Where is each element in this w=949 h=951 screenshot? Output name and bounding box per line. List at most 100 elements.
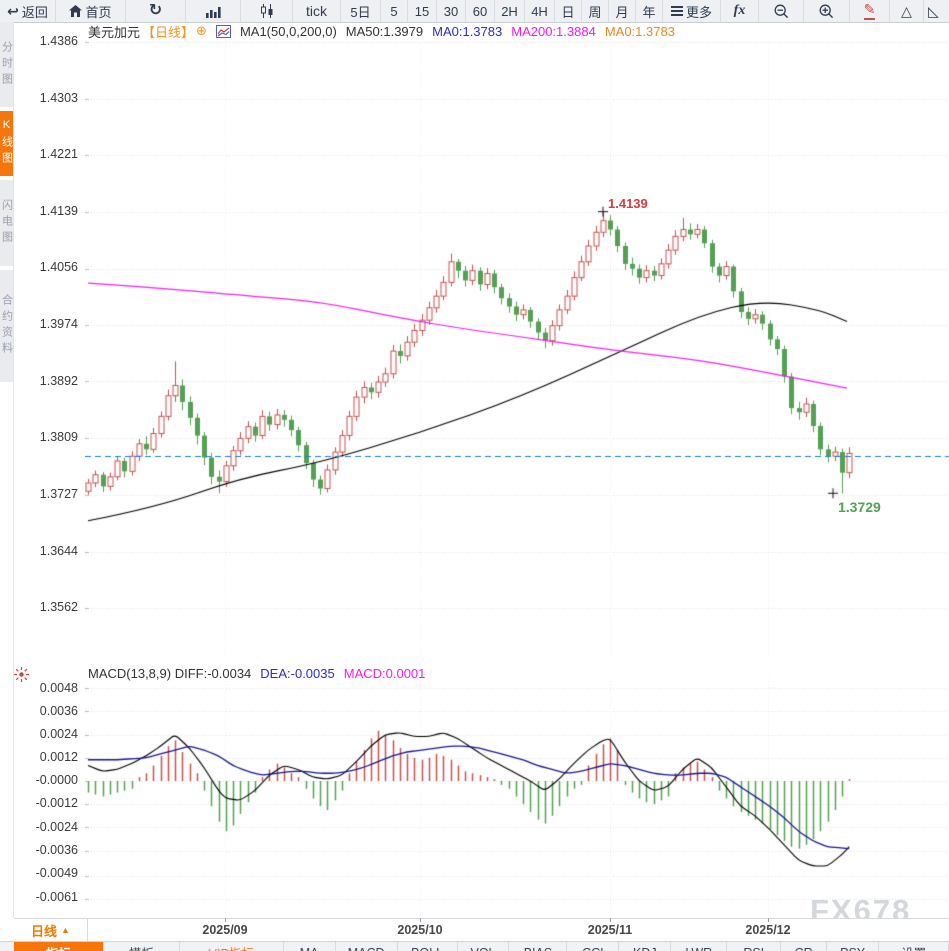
symbol-name: 美元加元 [88,24,141,40]
interval-week-button[interactable]: 周 [582,0,609,22]
tab-macd[interactable]: MACD [336,942,398,951]
price-tick: 1.3974 [39,317,78,331]
tab-indicator[interactable]: 指标 [13,942,104,951]
dea-value: DEA:-0.0035 [260,665,335,681]
interval-day-button[interactable]: 日 [555,0,582,22]
macd-indicator-chart[interactable] [85,678,949,918]
area-chart-button[interactable] [186,0,241,22]
tab-template[interactable]: 模板 [104,942,180,951]
interval-5d-button[interactable]: 5日 [341,0,381,22]
fx-indicator-button[interactable]: fx [721,0,759,22]
triangle-icon: △ [901,3,912,19]
candlestick-icon [260,4,274,18]
price-tick: 1.3562 [39,600,78,614]
interval-tick-button[interactable]: tick [293,0,341,22]
macd-tick: -0.0049 [35,866,78,880]
left-chart-type-tabs: 分时图 K线图 闪电图 合约资料 [0,22,14,918]
tab-cci[interactable]: CCI [567,942,620,951]
macd-tick: 0.0024 [39,727,78,741]
interval-4h-button[interactable]: 4H [525,0,555,22]
toolbar: ↩ 返回 首页 ↻ tick 5日 5 15 3 [0,0,949,23]
indicator-settings-icon[interactable] [13,666,30,683]
interval-15m-button[interactable]: 15 [408,0,437,22]
macd-value: MACD:0.0001 [343,665,426,681]
refresh-icon: ↻ [148,2,163,19]
price-tick: 1.4221 [39,147,78,161]
add-compare-icon[interactable]: ⊕ [196,23,207,38]
back-button[interactable]: ↩ 返回 [0,0,56,22]
macd-tick: 0.0048 [39,681,78,695]
price-tick: 1.3809 [39,430,78,444]
pencil-icon: ✎ [863,1,876,20]
date-label: 2025/11 [587,923,633,937]
bar-chart-icon [205,5,221,18]
interval-60m-button[interactable]: 60 [466,0,495,22]
draw-button[interactable]: ✎ [850,0,890,22]
interval-30m-button[interactable]: 30 [437,0,466,22]
x-axis-tick [420,918,421,922]
menu-lines-icon [670,6,683,16]
tab-vip-indicator[interactable]: VIP指标 [180,942,284,951]
interval-month-button[interactable]: 月 [609,0,636,22]
refresh-button[interactable]: ↻ [126,0,186,22]
tab-rsi[interactable]: RSI [727,942,782,951]
chevron-up-icon: ▲ [61,925,70,935]
partial-shape-icon: ◺ [928,3,939,19]
tab-bias[interactable]: BIAS [509,942,568,951]
mini-chart-icon[interactable] [215,24,231,38]
period-label: 【日线】 [142,24,195,40]
ma0-orange-value: MA0:1.3783 [604,23,675,39]
sidebar-item-contract-info[interactable]: 合约资料 [0,270,13,382]
tab-psy[interactable]: PSY [827,942,880,951]
candlestick-chart-button[interactable] [241,0,293,22]
tab-vol[interactable]: VOL [458,942,510,951]
tab-settings[interactable]: 设置 [879,942,949,951]
macd-tick: 0.0036 [39,704,78,718]
fx-icon: fx [733,3,746,18]
ma-settings: MA1(50,0,200,0) [239,23,337,39]
sidebar-item-time-chart[interactable]: 分时图 [0,22,13,107]
macd-tick: -0.0012 [35,796,78,810]
price-tick: 1.3727 [39,487,78,501]
macd-tick: -0.0024 [35,820,78,834]
macd-tick: -0.0061 [35,890,78,904]
home-button[interactable]: 首页 [56,0,126,22]
home-icon [69,5,83,17]
more-button[interactable]: 更多 [663,0,721,22]
x-axis-tick [768,918,769,922]
date-label: 2025/12 [745,923,791,937]
tab-kdj[interactable]: KDJ [619,942,672,951]
sidebar-item-kline-chart[interactable]: K线图 [0,111,13,176]
tab-cr[interactable]: CR [781,942,828,951]
interval-2h-button[interactable]: 2H [495,0,525,22]
price-tick: 1.4303 [39,91,78,105]
tab-lwr[interactable]: LWR [671,942,728,951]
price-tick: 1.3892 [39,374,78,388]
zoom-out-button[interactable] [759,0,804,22]
macd-tick: -0.0000 [35,773,78,787]
high-annotation: 1.4139 [608,196,648,211]
tab-boll[interactable]: BOLL [398,942,458,951]
ma200-value: MA200:1.3884 [511,23,596,39]
zoom-in-icon [819,4,834,19]
x-axis-tick [225,918,226,922]
date-label: 2025/09 [202,923,248,937]
home-label: 首页 [85,4,112,20]
shapes2-button[interactable]: ◺ [924,0,949,22]
tab-ma[interactable]: MA [284,942,336,951]
ma50-value: MA50:1.3979 [345,23,424,39]
period-selector[interactable]: 日线 ▲ [14,918,88,941]
back-arrow-icon: ↩ [7,3,19,19]
tab-bar-left-gutter [0,942,14,951]
macd-title-diff: MACD(13,8,9) DIFF:-0.0034 [88,665,252,681]
shapes-button[interactable]: △ [890,0,924,22]
interval-5m-button[interactable]: 5 [381,0,408,22]
interval-year-button[interactable]: 年 [636,0,663,22]
more-label: 更多 [685,4,712,20]
zoom-in-button[interactable] [804,0,850,22]
sidebar-item-lightning-chart[interactable]: 闪电图 [0,180,13,266]
main-price-chart[interactable] [85,30,949,655]
macd-header: MACD(13,8,9) DIFF:-0.0034 DEA:-0.0035 MA… [88,665,425,681]
macd-tick: 0.0012 [39,750,78,764]
